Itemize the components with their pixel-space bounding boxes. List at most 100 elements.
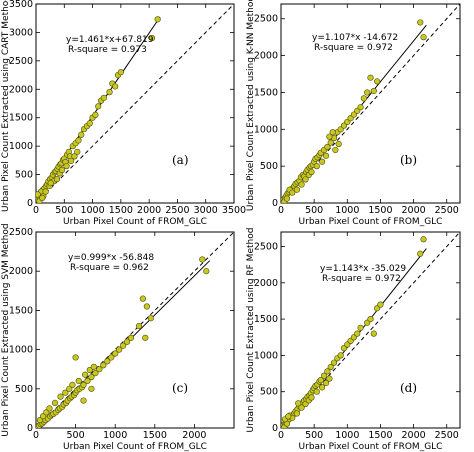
data-point: [293, 410, 301, 417]
y-axis-label: Urban Pixel Count Extracted using K-NN M…: [246, 0, 256, 211]
data-point: [154, 16, 161, 23]
data-point: [117, 69, 124, 76]
x-tick-label: 2500: [435, 205, 459, 216]
data-point: [289, 189, 296, 196]
y-tick-label: 2000: [254, 278, 278, 289]
x-tick-label: 2000: [137, 205, 161, 216]
data-point: [82, 371, 89, 378]
data-point: [295, 400, 302, 407]
r-square-label: R-square = 0.962: [70, 263, 149, 273]
scatter-panel-2: 0 500 1000 1500 2000 2500 0 500 1000 1500 2000 2500…: [246, 0, 461, 227]
data-point: [324, 143, 331, 151]
y-tick-label: 2500: [9, 56, 33, 67]
y-tick-label: 2000: [254, 51, 278, 62]
panel-label: (a): [172, 153, 189, 167]
scatter-panel-3: 0 500 1000 1500 200005001000150020002500Urba…: [1, 223, 235, 452]
data-point: [78, 131, 85, 138]
data-point: [420, 34, 427, 41]
data-point: [116, 346, 123, 353]
data-point: [39, 194, 46, 201]
data-point: [335, 140, 342, 148]
data-point: [96, 366, 103, 373]
data-point: [298, 404, 305, 411]
data-point: [42, 188, 49, 195]
data-point: [319, 384, 326, 391]
data-point: [62, 389, 69, 396]
data-point: [302, 176, 309, 183]
y-tick-label: 2500: [254, 14, 278, 25]
data-point: [112, 83, 119, 90]
panel-label: (b): [400, 153, 417, 167]
x-tick-label: 0: [278, 205, 284, 216]
y-tick-label: 500: [260, 161, 278, 172]
data-point: [88, 385, 95, 392]
data-point: [92, 111, 99, 118]
data-point: [120, 342, 127, 349]
r-square-label: R-square = 0.972: [322, 274, 401, 284]
x-tick-label: 3500: [222, 205, 246, 216]
r-square-label: R-square = 0.973: [68, 45, 147, 55]
data-point: [313, 388, 320, 395]
data-point: [108, 354, 115, 361]
data-point: [285, 413, 292, 420]
data-point: [95, 103, 102, 110]
data-point: [148, 35, 156, 42]
x-axis-label: Urban Pixel Count of FROM_GLC: [63, 217, 207, 227]
data-point: [420, 236, 427, 243]
data-point: [332, 146, 339, 154]
regression-equation: y=1.461*x+67.819: [66, 35, 154, 45]
data-point: [67, 157, 75, 165]
data-point: [327, 139, 334, 146]
y-tick-label: 1500: [9, 113, 33, 124]
data-point: [337, 352, 344, 359]
y-tick-label: 0: [272, 423, 278, 434]
regression-equation: y=0.999*x -56.848: [68, 253, 154, 263]
data-point: [71, 153, 78, 160]
plot-frame: [280, 231, 461, 429]
data-point: [417, 19, 424, 26]
panel-label: (c): [172, 381, 188, 395]
data-point: [80, 381, 87, 388]
data-point: [139, 295, 147, 302]
data-point: [320, 372, 328, 379]
y-tick-label: 1000: [9, 345, 33, 356]
data-point: [367, 74, 374, 81]
data-point: [135, 322, 143, 330]
data-point: [308, 394, 315, 401]
data-point: [46, 405, 53, 412]
y-tick-label: 2000: [9, 84, 33, 95]
data-point: [143, 303, 150, 310]
data-point: [123, 338, 131, 345]
x-tick-label: 500: [55, 205, 73, 216]
x-axis-label: Urban Pixel Count of FROM_GLC: [299, 442, 443, 452]
plot-frame: [35, 231, 235, 429]
data-point: [104, 358, 111, 365]
data-point: [322, 152, 330, 159]
data-point: [75, 377, 82, 385]
data-point: [313, 163, 320, 170]
data-point: [86, 120, 93, 127]
data-point: [199, 256, 206, 263]
data-point: [354, 330, 361, 337]
x-tick-label: 500: [67, 430, 85, 441]
y-tick-label: 0: [272, 198, 278, 209]
data-point: [326, 133, 333, 140]
plot-frame: [35, 3, 235, 204]
regression-equation: y=1.107*x -14.672: [312, 33, 398, 43]
y-tick-label: 0: [27, 423, 33, 434]
data-point: [367, 316, 374, 323]
data-point: [80, 397, 87, 404]
data-point: [330, 359, 338, 366]
data-point: [370, 330, 377, 337]
data-point: [324, 368, 331, 375]
data-point: [293, 186, 301, 193]
x-tick-label: 1500: [109, 205, 133, 216]
x-tick-label: 500: [305, 430, 323, 441]
data-point: [57, 393, 64, 400]
data-point: [112, 350, 119, 357]
y-tick-label: 2500: [9, 227, 33, 238]
y-tick-label: 1500: [254, 314, 278, 325]
data-point: [100, 94, 107, 101]
x-tick-label: 2000: [401, 430, 425, 441]
data-point: [327, 363, 334, 371]
